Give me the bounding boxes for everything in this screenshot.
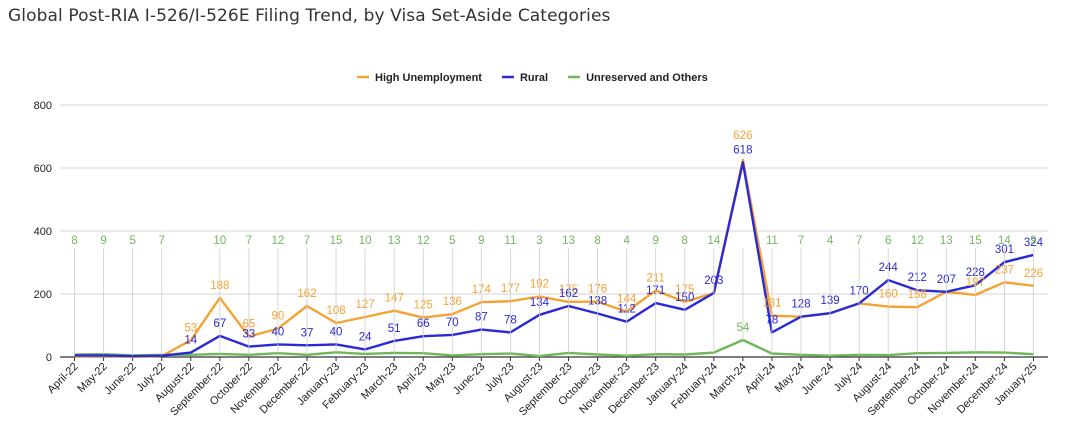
data-label: 7	[159, 235, 165, 247]
data-label: 5	[449, 235, 455, 247]
x-tick-label: April-22	[45, 361, 80, 396]
data-label: 9	[100, 235, 106, 247]
data-label: 12	[911, 235, 924, 247]
y-tick-label: 200	[34, 289, 52, 301]
data-label: 6	[885, 235, 891, 247]
series-lines	[74, 158, 1034, 358]
x-tick-label: June-22	[102, 361, 139, 398]
data-label: 14	[184, 335, 197, 347]
data-label: 8	[594, 235, 600, 247]
data-label: 13	[388, 235, 401, 247]
data-label: 7	[856, 235, 862, 247]
data-label: 11	[504, 235, 516, 247]
data-label: 12	[417, 235, 430, 247]
legend: High Unemployment Rural Unreserved and Oth…	[357, 72, 708, 84]
data-label: 618	[733, 144, 752, 156]
x-tick-label: April-23	[394, 361, 429, 396]
data-label: 7	[798, 235, 804, 247]
data-label: 8	[71, 235, 77, 247]
data-label: 7	[246, 235, 252, 247]
y-axis: 0 200 400 600 800	[34, 100, 52, 364]
data-label: 9	[653, 235, 659, 247]
data-label: 9	[478, 235, 484, 247]
x-axis: April-22May-22June-22July-22August-22Sep…	[45, 357, 1040, 418]
data-label: 7	[304, 235, 310, 247]
data-label: 3	[536, 235, 542, 247]
data-label: 15	[330, 235, 343, 247]
series-line-0	[74, 158, 1034, 358]
x-tick-label: June-24	[800, 361, 837, 398]
y-tick-label: 600	[34, 163, 52, 175]
data-label: 324	[1024, 237, 1044, 249]
data-label: 4	[623, 235, 630, 247]
data-label: 53	[184, 322, 197, 334]
data-label: 12	[272, 235, 285, 247]
x-tick-label: June-23	[451, 361, 488, 398]
gridlines	[60, 104, 1048, 358]
data-label: 4	[827, 235, 834, 247]
data-label: 13	[562, 235, 575, 247]
x-tick-label: April-24	[743, 361, 778, 396]
data-label: 14	[707, 235, 720, 247]
data-label: 10	[213, 235, 226, 247]
y-tick-label: 0	[46, 352, 52, 364]
y-tick-label: 800	[34, 100, 52, 112]
chart-title: Global Post-RIA I-526/I-526E Filing Tren…	[8, 6, 611, 26]
series-line-1	[74, 161, 1034, 358]
data-label: 54	[736, 322, 749, 334]
data-label: 9	[1030, 235, 1036, 247]
series-line-2	[74, 338, 1034, 358]
data-label: 14	[998, 235, 1011, 247]
data-label: 626	[733, 130, 752, 142]
data-label: 13	[940, 235, 953, 247]
data-label: 15	[969, 235, 982, 247]
data-label: 8	[682, 235, 688, 247]
legend-entry: Rural	[520, 72, 548, 84]
legend-entry: Unreserved and Others	[586, 72, 708, 84]
data-label: 10	[359, 235, 372, 247]
data-label: 5	[129, 235, 135, 247]
legend-entry: High Unemployment	[375, 72, 482, 84]
y-tick-label: 400	[34, 226, 52, 238]
data-label: 11	[766, 235, 778, 247]
